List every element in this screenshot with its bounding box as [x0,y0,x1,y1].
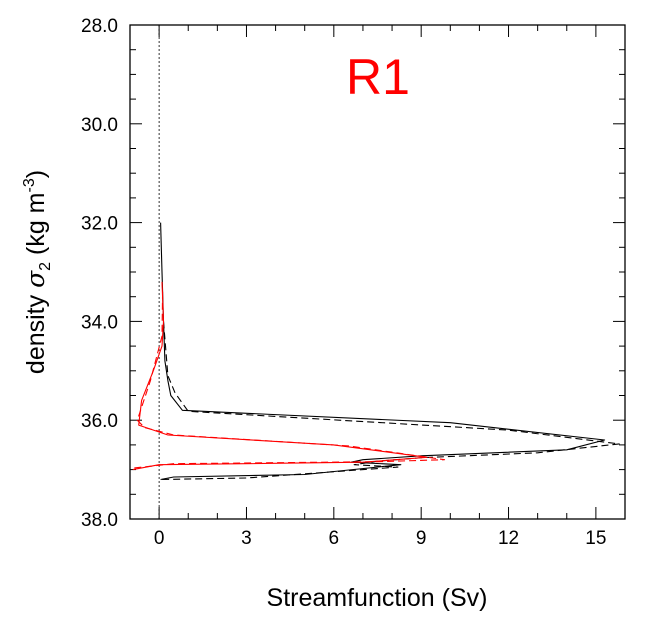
series-line-red-solid [132,281,428,471]
x-tick-label: 3 [241,528,252,549]
y-axis-title: density σ2 (kg m-3) [21,170,54,374]
y-tick-label: 32.0 [81,214,118,235]
axis-ticks [129,24,626,520]
x-tick-label: 15 [585,528,606,549]
series-line-red-dashed [132,291,446,469]
y-tick-label: 34.0 [81,312,118,333]
series-line-black-solid [160,222,606,481]
y-axis-title-unit-close: ) [22,170,50,178]
x-axis-title: Streamfunction (Sv) [267,584,488,612]
y-tick-label: 30.0 [81,115,118,136]
x-tick-label: 9 [416,528,427,549]
y-axis-title-subscript: 2 [37,262,54,271]
y-axis-title-prefix: density [22,288,50,374]
y-tick-label: 28.0 [81,16,118,37]
y-axis-title-unit-open: (kg m [22,192,50,261]
y-tick-label: 36.0 [81,411,118,432]
y-tick-label: 38.0 [81,510,118,531]
x-tick-label: 0 [154,528,165,549]
y-axis-title-unit-exp: -3 [21,178,38,192]
series-group [132,222,620,481]
series-line-black-dashed [160,321,620,481]
y-axis-title-symbol: σ [21,270,50,288]
tick-labels: 0 3 6 9 12 15 28.0 30.0 32.0 34.0 36.0 38.0 [81,16,606,549]
panel-annotation: R1 [346,49,410,105]
x-tick-label: 12 [498,528,519,549]
x-tick-label: 6 [329,528,340,549]
